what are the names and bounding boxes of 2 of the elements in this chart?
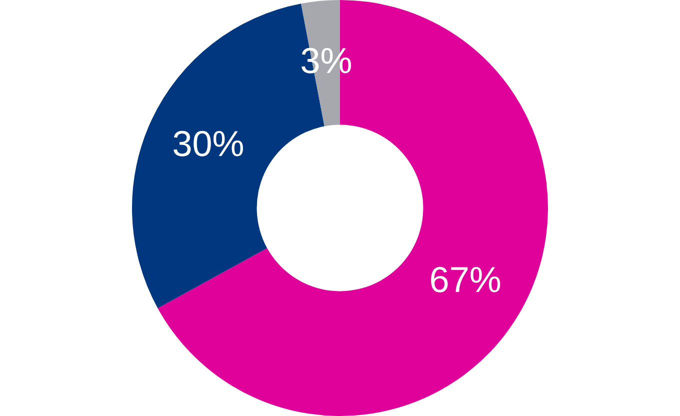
data-label: 30% bbox=[172, 122, 244, 164]
data-label: 67% bbox=[429, 259, 502, 300]
